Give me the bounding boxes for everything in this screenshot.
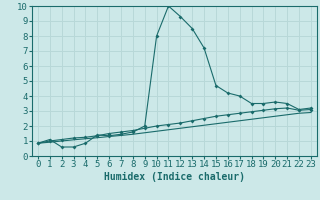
X-axis label: Humidex (Indice chaleur): Humidex (Indice chaleur) [104,172,245,182]
